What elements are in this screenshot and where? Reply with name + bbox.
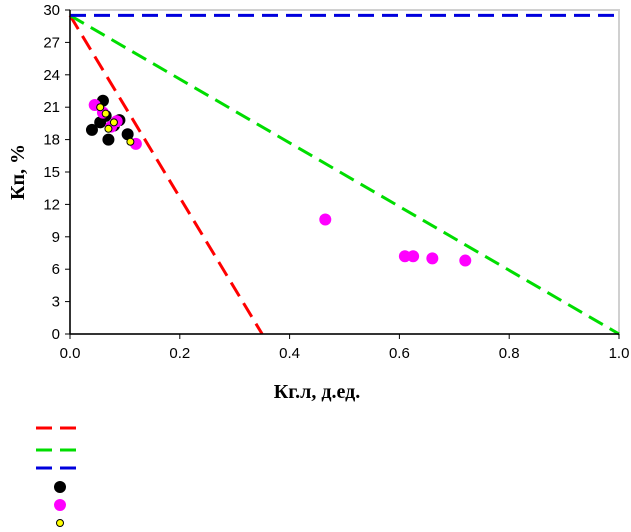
reference-line bbox=[69, 14, 620, 336]
y-tick-label: 18 bbox=[43, 132, 60, 149]
data-point bbox=[104, 124, 113, 133]
y-ticks: 0 3 6 9 12 15 18 21 24 27 30 bbox=[43, 2, 70, 343]
y-tick-label: 30 bbox=[43, 2, 60, 19]
data-point bbox=[319, 213, 332, 226]
data-points bbox=[85, 94, 472, 267]
legend bbox=[36, 426, 84, 527]
data-point bbox=[459, 254, 472, 267]
y-tick-label: 6 bbox=[52, 261, 60, 278]
legend-marker-swatch bbox=[56, 519, 64, 527]
data-point bbox=[126, 137, 135, 146]
data-point bbox=[96, 103, 105, 112]
y-tick-label: 3 bbox=[52, 294, 60, 311]
data-point bbox=[426, 252, 439, 265]
x-tick-label: 0.8 bbox=[499, 345, 520, 362]
y-tick-label: 15 bbox=[43, 164, 60, 181]
data-point bbox=[121, 128, 134, 141]
legend-marker-swatch bbox=[54, 481, 66, 493]
reference-lines bbox=[68, 13, 620, 336]
y-tick-label: 9 bbox=[52, 229, 60, 246]
data-point bbox=[85, 123, 98, 136]
y-axis-title: Кп, % bbox=[7, 144, 29, 200]
data-point bbox=[109, 118, 118, 127]
x-tick-label: 0.6 bbox=[389, 345, 410, 362]
y-tick-label: 12 bbox=[43, 196, 60, 213]
data-point bbox=[398, 250, 411, 263]
data-point bbox=[102, 133, 115, 146]
x-ticks: 0.0 0.2 0.4 0.6 0.8 1.0 bbox=[60, 334, 630, 362]
x-tick-label: 0.4 bbox=[279, 345, 300, 362]
x-tick-label: 0.0 bbox=[60, 345, 81, 362]
reference-line bbox=[68, 14, 264, 335]
data-point bbox=[101, 109, 110, 118]
x-axis-title: Кг.л, д.ед. bbox=[274, 381, 360, 403]
y-tick-label: 0 bbox=[52, 326, 60, 343]
y-tick-label: 21 bbox=[43, 99, 60, 116]
x-tick-label: 0.2 bbox=[169, 345, 190, 362]
x-tick-label: 1.0 bbox=[609, 345, 630, 362]
legend-marker-swatch bbox=[54, 499, 66, 511]
data-point bbox=[407, 250, 420, 263]
y-tick-label: 24 bbox=[43, 67, 60, 84]
y-tick-label: 27 bbox=[43, 34, 60, 51]
